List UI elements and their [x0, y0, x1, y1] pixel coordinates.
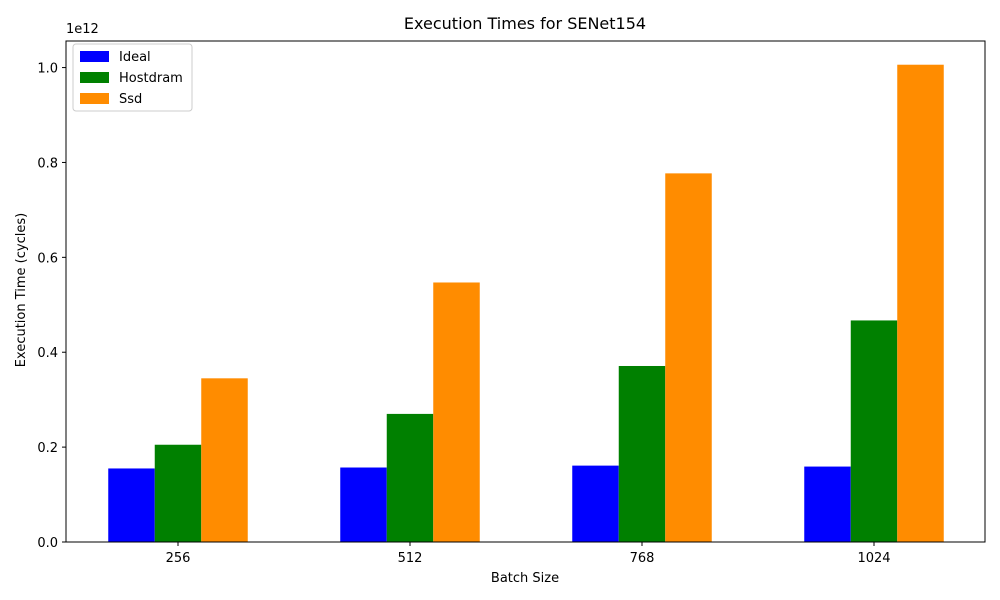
- bar-hostdram-512: [386, 413, 434, 542]
- x-tick-label: 768: [630, 551, 655, 566]
- bar-ideal-512: [340, 467, 387, 542]
- legend-swatch-ssd: [80, 93, 109, 104]
- y-tick-label: 0.4: [37, 346, 58, 361]
- legend-label-ssd: Ssd: [119, 92, 142, 107]
- bar-ssd-512: [433, 282, 480, 542]
- legend: Ideal Hostdram Ssd: [72, 43, 193, 112]
- bar-ideal-256: [108, 468, 155, 542]
- x-axis-label: Batch Size: [491, 571, 559, 586]
- y-tick-label: 0.2: [37, 441, 58, 456]
- y-tick-label: 1.0: [37, 62, 58, 77]
- bar-ideal-768: [572, 465, 619, 542]
- x-tick-label: 1024: [857, 551, 890, 566]
- bar-ssd-1024: [897, 64, 944, 542]
- x-axis: 256 512 768 1024: [166, 542, 891, 566]
- plot-frame: [65, 40, 986, 543]
- y-tick-label: 0.6: [37, 251, 58, 266]
- y-tick-label: 0.8: [37, 156, 58, 171]
- bar-hostdram-1024: [850, 320, 898, 542]
- y-tick-label: 0.0: [37, 536, 58, 551]
- plot-area: [65, 40, 986, 543]
- x-tick-label: 256: [166, 551, 191, 566]
- y-offset-label: 1e12: [66, 22, 99, 37]
- legend-label-hostdram: Hostdram: [119, 71, 183, 86]
- bar-ssd-768: [665, 173, 712, 543]
- bar-ssd-256: [201, 378, 248, 542]
- bar-ideal-1024: [804, 466, 851, 542]
- legend-swatch-ideal: [80, 51, 109, 62]
- legend-swatch-hostdram: [80, 72, 109, 83]
- y-axis: 0.0 0.2 0.4 0.6 0.8 1.0: [37, 62, 66, 551]
- x-tick-label: 512: [398, 551, 423, 566]
- y-axis-label: Execution Time (cycles): [14, 213, 29, 367]
- bar-hostdram-256: [154, 444, 202, 542]
- chart-title: Execution Times for SENet154: [404, 14, 646, 33]
- bar-hostdram-768: [618, 365, 666, 542]
- legend-label-ideal: Ideal: [119, 50, 151, 65]
